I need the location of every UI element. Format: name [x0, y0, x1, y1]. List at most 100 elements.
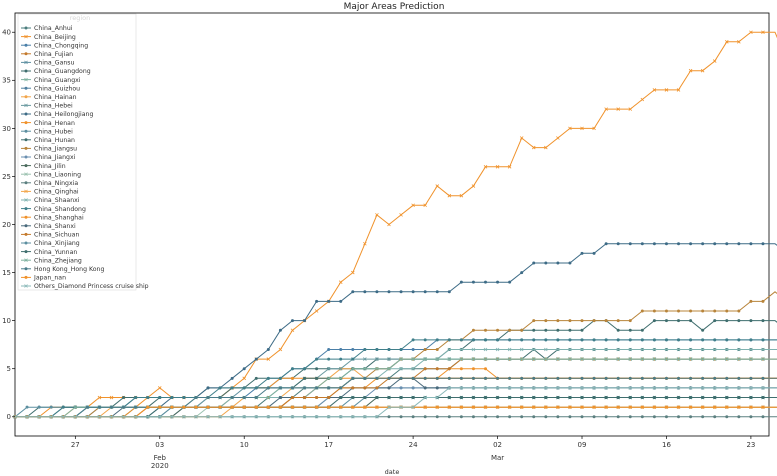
- data-point: [483, 367, 487, 371]
- data-point: [495, 347, 500, 352]
- data-point: [363, 357, 367, 361]
- legend-swatch-marker: [24, 121, 28, 125]
- legend-item: China_Guangxi: [21, 77, 81, 84]
- data-point: [604, 347, 608, 352]
- data-point: [423, 347, 427, 351]
- data-point: [749, 319, 753, 323]
- data-point: [315, 357, 319, 361]
- legend-label: China_Shanxi: [34, 223, 76, 230]
- legend-item: China_Guizhou: [21, 85, 80, 92]
- data-point: [326, 366, 331, 371]
- legend-label: China_Liaoning: [34, 171, 81, 178]
- legend-label: Others_Diamond Princess cruise ship: [34, 283, 149, 290]
- data-point: [592, 376, 596, 380]
- legend-label: China_Gansu: [34, 60, 74, 67]
- data-point: [146, 405, 150, 409]
- legend-item: China_Jiangxi: [21, 154, 76, 161]
- data-point: [640, 357, 645, 361]
- data-point: [411, 405, 415, 409]
- data-point: [737, 338, 741, 342]
- data-point: [532, 405, 536, 409]
- legend-item: China_Jiangsu: [21, 146, 77, 153]
- data-point: [532, 376, 536, 380]
- data-point: [411, 396, 415, 400]
- data-point: [713, 319, 717, 323]
- data-point: [483, 328, 487, 332]
- data-point: [544, 261, 548, 265]
- legend-swatch-marker: [24, 34, 28, 39]
- legend-item: China_Hainan: [21, 94, 77, 101]
- data-point: [411, 347, 415, 351]
- data-point: [677, 405, 681, 409]
- data-point: [375, 347, 379, 351]
- data-point: [749, 242, 753, 246]
- x-tick-label: 23: [746, 441, 755, 449]
- data-point: [423, 395, 427, 400]
- data-point: [73, 405, 78, 409]
- legend-swatch-marker: [24, 198, 28, 202]
- legend-swatch-marker: [24, 189, 28, 194]
- data-point: [327, 299, 331, 303]
- data-point: [97, 414, 102, 419]
- legend-label: China_Heilongjiang: [34, 111, 93, 118]
- data-point: [423, 415, 427, 419]
- data-point: [315, 386, 319, 390]
- data-point: [628, 347, 633, 352]
- data-point: [290, 386, 294, 390]
- legend-item: China_Qinghai: [21, 189, 79, 196]
- legend-item: China_Henan: [21, 120, 75, 127]
- data-point: [725, 376, 729, 380]
- data-point: [676, 88, 681, 92]
- data-point: [435, 357, 440, 361]
- data-point: [194, 405, 198, 409]
- legend-swatch-marker: [24, 155, 28, 159]
- data-point: [327, 347, 331, 351]
- data-point: [387, 415, 391, 419]
- data-point: [640, 376, 644, 380]
- legend-label: China_Yunnan: [34, 249, 77, 256]
- data-point: [664, 319, 668, 323]
- data-point: [459, 376, 463, 380]
- data-point: [508, 415, 512, 419]
- legend-item: China_Heilongjiang: [21, 111, 93, 118]
- data-point: [592, 415, 596, 419]
- data-point: [604, 405, 608, 409]
- data-point: [724, 386, 729, 390]
- data-point: [652, 376, 656, 380]
- x-month-label: Mar: [491, 454, 504, 462]
- data-point: [713, 242, 717, 246]
- y-tick-label: 20: [2, 221, 11, 229]
- data-point: [459, 280, 463, 284]
- data-point: [544, 376, 548, 380]
- data-point: [230, 386, 234, 390]
- data-point: [664, 242, 668, 246]
- data-point: [544, 145, 548, 150]
- data-point: [327, 357, 331, 361]
- legend-swatch-marker: [24, 103, 28, 108]
- data-point: [580, 319, 584, 323]
- data-point: [423, 386, 427, 390]
- legend-label: China_Shanghai: [34, 214, 84, 221]
- data-point: [652, 347, 657, 352]
- data-point: [423, 338, 427, 342]
- data-point: [496, 338, 500, 342]
- data-point: [363, 347, 367, 351]
- data-point: [302, 414, 307, 419]
- data-point: [544, 386, 548, 390]
- data-point: [254, 396, 258, 400]
- data-point: [399, 405, 403, 409]
- data-point: [592, 396, 596, 400]
- data-point: [122, 396, 126, 400]
- data-point: [737, 319, 741, 323]
- data-point: [713, 376, 717, 380]
- data-point: [338, 366, 343, 371]
- data-point: [519, 357, 524, 361]
- data-point: [689, 242, 693, 246]
- data-point: [338, 376, 343, 381]
- data-point: [640, 97, 645, 102]
- data-point: [556, 319, 560, 323]
- data-point: [387, 376, 391, 380]
- data-point: [507, 357, 512, 361]
- data-point: [737, 309, 741, 313]
- data-point: [749, 386, 753, 390]
